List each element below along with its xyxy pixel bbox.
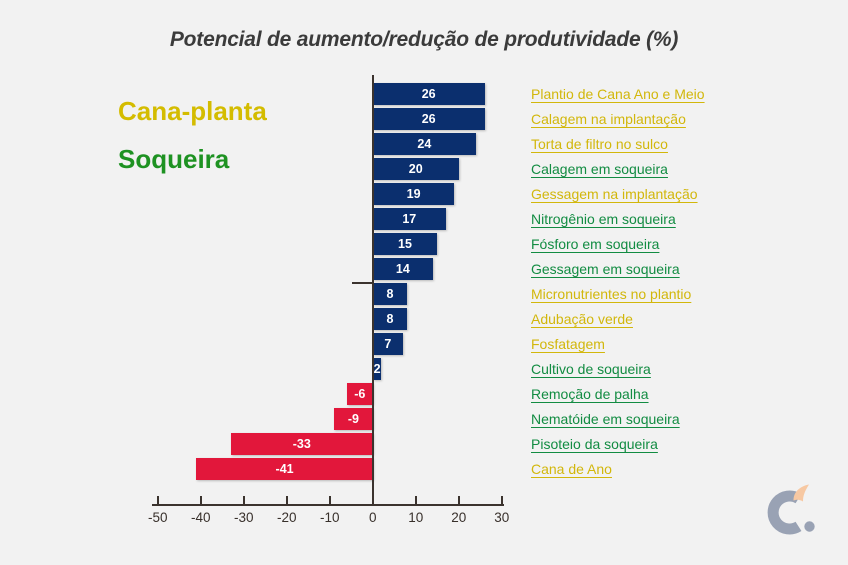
x-axis-tick-label: 30 [494, 510, 510, 525]
category-label[interactable]: Nematóide em soqueira [531, 411, 680, 427]
x-axis-tick-label: 20 [451, 510, 467, 525]
bar-value-label: 26 [421, 86, 436, 101]
x-axis-tick [200, 496, 202, 504]
bar-value-label: 2 [373, 361, 381, 376]
x-axis-tick [415, 496, 417, 504]
category-label[interactable]: Cultivo de soqueira [531, 361, 651, 377]
category-label[interactable]: Gessagem em soqueira [531, 261, 680, 277]
bar-positive: 19 [372, 183, 455, 205]
bar-value-label: -9 [347, 411, 359, 426]
category-label[interactable]: Fosfatagem [531, 336, 605, 352]
legend-soqueira: Soqueira [118, 144, 230, 174]
bar-value-label: 8 [386, 311, 394, 326]
bar-positive: 15 [372, 233, 438, 255]
brand-logo [763, 483, 821, 541]
y-axis-mid-tick [352, 282, 373, 284]
category-label[interactable]: Torta de filtro no sulco [531, 136, 668, 152]
bar-positive: 7 [372, 333, 403, 355]
bar-positive: 26 [372, 108, 485, 130]
x-axis-tick [329, 496, 331, 504]
bar-positive: 8 [372, 283, 408, 305]
bar-value-label: 7 [384, 336, 392, 351]
x-axis-tick [243, 496, 245, 504]
bar-value-label: 24 [417, 136, 432, 151]
x-axis-tick [458, 496, 460, 504]
category-label[interactable]: Nitrogênio em soqueira [531, 211, 676, 227]
chart-title: Potencial de aumento/redução de produtiv… [169, 28, 679, 51]
category-label[interactable]: Remoção de palha [531, 386, 649, 402]
category-label[interactable]: Plantio de Cana Ano e Meio [531, 86, 705, 102]
x-axis-tick-label: -40 [190, 510, 211, 525]
category-label[interactable]: Adubação verde [531, 311, 633, 327]
bar-positive: 17 [372, 208, 446, 230]
bar-value-label: 20 [408, 161, 423, 176]
x-axis-tick-label: -30 [233, 510, 254, 525]
bar-negative: -9 [334, 408, 373, 430]
bar-value-label: 19 [406, 186, 421, 201]
bar-positive: 14 [372, 258, 433, 280]
bar-positive: 8 [372, 308, 408, 330]
bar-value-label: 15 [398, 236, 412, 251]
bar-value-label: -6 [354, 386, 366, 401]
x-axis-tick-label: 10 [408, 510, 424, 525]
bar-positive: 24 [372, 133, 476, 155]
bar-value-label: 26 [421, 111, 436, 126]
category-label[interactable]: Gessagem na implantação [531, 186, 698, 202]
zero-axis-line [372, 75, 374, 505]
bar-negative: -41 [196, 458, 373, 480]
bar-positive: 26 [372, 83, 485, 105]
category-label[interactable]: Fósforo em soqueira [531, 236, 660, 252]
legend-cana-planta: Cana-planta [118, 96, 267, 126]
brand-logo-icon [767, 484, 815, 535]
bar-value-label: -33 [292, 436, 311, 451]
bar-value-label: -41 [275, 461, 294, 476]
category-label[interactable]: Pisoteio da soqueira [531, 436, 658, 452]
x-axis-tick-label: -10 [319, 510, 340, 525]
category-label[interactable]: Micronutrientes no plantio [531, 286, 692, 302]
x-axis-tick-label: -20 [276, 510, 297, 525]
x-axis-tick [501, 496, 503, 504]
x-axis-tick-label: 0 [368, 510, 377, 525]
category-label[interactable]: Calagem em soqueira [531, 161, 668, 177]
x-axis-tick-label: -50 [147, 510, 168, 525]
bar-negative: -33 [230, 433, 373, 455]
x-axis-line [152, 504, 504, 506]
bar-value-label: 8 [386, 286, 394, 301]
bar-positive: 20 [372, 158, 459, 180]
bar-value-label: 14 [395, 261, 410, 276]
x-axis-tick [286, 496, 288, 504]
bar-value-label: 17 [402, 211, 417, 226]
category-label[interactable]: Calagem na implantação [531, 111, 686, 127]
bar-negative: -6 [346, 383, 373, 405]
bar-positive: 2 [372, 358, 382, 380]
x-axis-tick [157, 496, 159, 504]
category-label[interactable]: Cana de Ano [531, 461, 612, 477]
